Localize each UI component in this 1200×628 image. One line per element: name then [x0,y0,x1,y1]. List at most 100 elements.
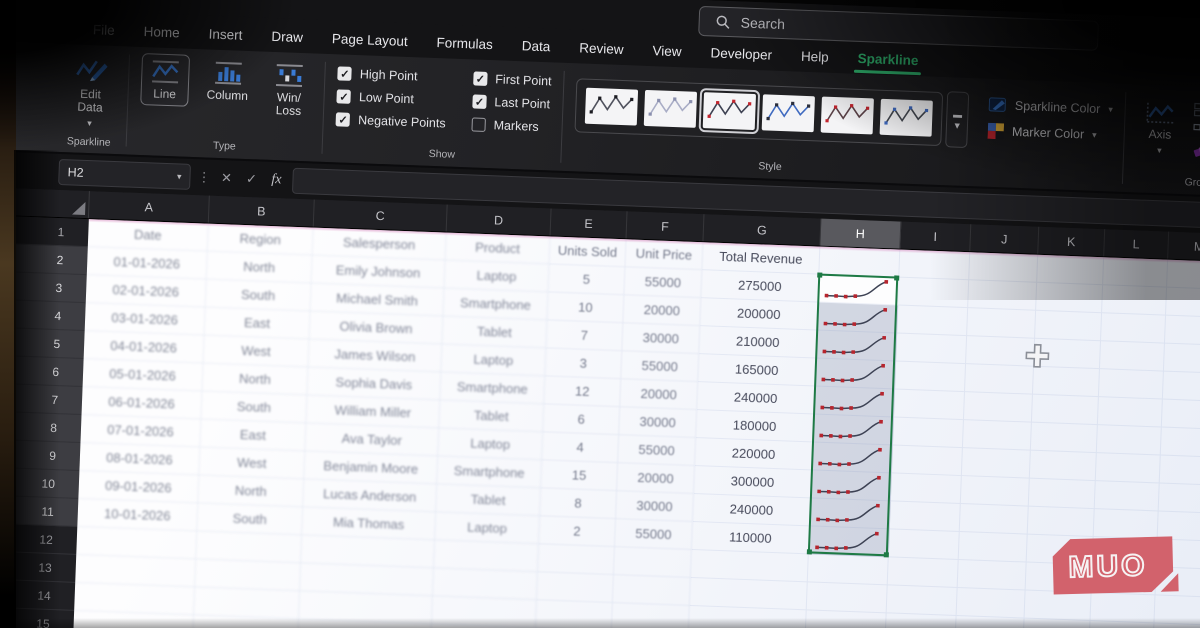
tab-help[interactable]: Help [800,48,830,65]
row-header-6[interactable]: 6 [0,355,84,388]
cell-f2[interactable]: 55000 [624,267,703,299]
cell-e8[interactable]: 4 [542,432,620,464]
cell-b1[interactable]: Region [207,223,314,256]
cell-b13[interactable] [195,559,302,592]
column-header-k[interactable]: K [1038,226,1106,257]
cell-m14[interactable] [1153,623,1200,628]
cell-m8[interactable] [1159,455,1200,486]
cell-l3[interactable] [1100,313,1166,344]
cell-f13[interactable] [612,575,691,606]
cell-f5[interactable]: 55000 [621,351,700,383]
marker-color-button[interactable]: Marker Color ▾ [987,122,1113,144]
tab-developer[interactable]: Developer [710,45,773,63]
cell-l1[interactable] [1103,257,1169,288]
cell-i12[interactable] [887,557,959,588]
cell-g10[interactable]: 240000 [692,494,811,527]
cell-f10[interactable]: 30000 [615,491,694,523]
cell-b5[interactable]: West [203,335,310,368]
tab-home[interactable]: Home [143,24,180,41]
cell-d7[interactable]: Tablet [439,400,545,433]
cell-h3[interactable] [817,302,899,334]
cell-f9[interactable]: 20000 [617,463,696,495]
cell-h5[interactable] [815,358,897,390]
cell-k6[interactable] [1031,394,1099,426]
cell-b11[interactable]: South [197,503,304,536]
cell-h8[interactable] [811,442,893,474]
cell-i7[interactable] [892,417,964,449]
cell-m5[interactable] [1162,371,1200,402]
cell-j12[interactable] [957,560,1027,591]
cell-d14[interactable] [431,596,537,628]
cell-j10[interactable] [959,504,1029,535]
checkbox-negative-points[interactable]: ✓ Negative Points [335,112,446,130]
cell-h7[interactable] [812,414,894,446]
cell-l7[interactable] [1096,425,1162,456]
cell-i8[interactable] [891,445,963,477]
cell-d4[interactable]: Tablet [442,316,548,349]
cell-g11[interactable]: 110000 [691,522,810,555]
cell-e11[interactable]: 2 [538,516,616,548]
cell-g6[interactable]: 240000 [697,382,816,415]
row-header-15[interactable]: 15 [0,607,75,628]
checkbox-last-point[interactable]: ✓ Last Point [472,94,551,111]
cell-i10[interactable] [889,501,961,533]
cell-i1[interactable] [899,249,971,281]
cell-e6[interactable]: 12 [544,376,622,408]
cell-d1[interactable]: Product [445,232,551,265]
cell-a10[interactable]: 09-01-2026 [78,470,200,504]
cell-f3[interactable]: 20000 [623,295,702,327]
cell-f4[interactable]: 30000 [622,323,701,355]
column-header-f[interactable]: F [626,211,705,242]
column-header-c[interactable]: C [313,199,448,232]
cell-e1[interactable]: Units Sold [549,236,627,268]
cell-d12[interactable] [434,540,539,573]
cell-i2[interactable] [898,277,970,309]
cell-e14[interactable] [535,600,613,628]
cell-a8[interactable]: 07-01-2026 [80,414,202,448]
style-thumb-2[interactable] [643,89,698,128]
cell-m9[interactable] [1158,483,1200,514]
cell-j13[interactable] [956,587,1026,619]
cell-b12[interactable] [196,531,303,564]
cell-e4[interactable]: 7 [546,320,624,352]
cell-l5[interactable] [1098,369,1164,400]
tab-view[interactable]: View [652,43,682,60]
checkbox-first-point[interactable]: ✓ First Point [473,71,552,88]
tab-file[interactable]: File [92,22,116,38]
cell-a7[interactable]: 06-01-2026 [81,387,203,420]
type-button-win-loss[interactable]: Win/ Loss [265,58,313,123]
cell-j6[interactable] [963,392,1033,423]
row-header-2[interactable]: 2 [0,243,88,276]
cell-k9[interactable] [1028,478,1096,510]
cell-b14[interactable] [194,587,301,620]
cell-m3[interactable] [1164,315,1200,346]
cell-d5[interactable]: Laptop [441,344,547,377]
cell-a1[interactable]: Date [87,219,209,252]
cell-j7[interactable] [962,420,1032,451]
axis-button[interactable]: Axis ▾ [1136,96,1184,162]
clear-button[interactable]: Clear ▾ [1192,144,1200,160]
cell-a13[interactable] [75,554,197,588]
cell-d11[interactable]: Laptop [435,512,541,545]
cell-j1[interactable] [969,252,1039,283]
checkbox-markers[interactable]: Markers [471,117,550,134]
cell-k14[interactable] [1023,618,1091,628]
style-gallery-more-button[interactable]: ▬ ▼ [945,91,970,149]
cell-d3[interactable]: Smartphone [443,288,549,321]
column-header-e[interactable]: E [550,208,628,239]
row-header-11[interactable]: 11 [0,495,79,527]
cell-e2[interactable]: 5 [548,264,626,296]
tab-draw[interactable]: Draw [271,28,304,46]
row-header-8[interactable]: 8 [0,411,82,443]
column-header-m[interactable]: M [1168,231,1200,261]
row-header-3[interactable]: 3 [0,271,87,304]
row-header-1[interactable]: 1 [0,215,89,248]
group-button[interactable]: Group [1194,102,1200,119]
cell-e3[interactable]: 10 [547,292,625,324]
column-header-i[interactable]: I [900,221,972,252]
cell-a6[interactable]: 05-01-2026 [82,359,204,392]
cell-l14[interactable] [1089,620,1155,628]
cell-i9[interactable] [890,473,962,505]
cell-g7[interactable]: 180000 [696,410,815,443]
cell-g4[interactable]: 210000 [699,326,818,359]
